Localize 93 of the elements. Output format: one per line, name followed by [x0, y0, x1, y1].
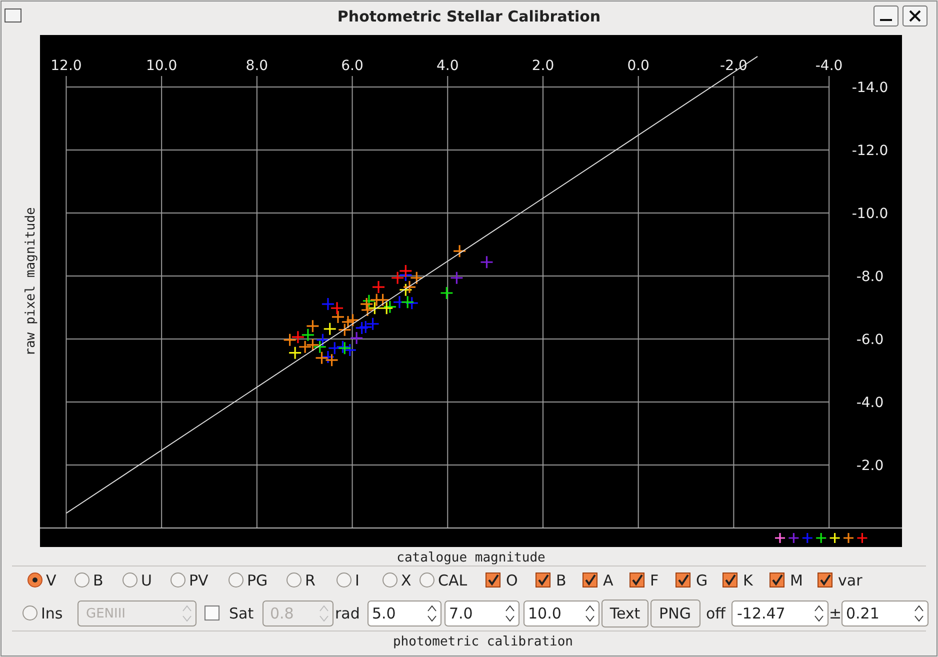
- y-tick-label: -4.0: [856, 394, 884, 411]
- x-axis-title: catalogue magnitude: [396, 550, 546, 566]
- text: R: [305, 571, 316, 590]
- x-tick-label: 12.0: [50, 58, 82, 74]
- point: [341, 315, 355, 329]
- point: [452, 244, 466, 258]
- text: 0.8: [270, 604, 294, 622]
- text: K: [743, 571, 754, 590]
- point: [283, 333, 297, 347]
- point: [355, 321, 369, 335]
- text: -12.47: [737, 604, 786, 622]
- text: PV: [189, 571, 210, 590]
- point: [362, 294, 376, 308]
- text: GENIII: [86, 606, 126, 622]
- text: rad: [335, 604, 360, 622]
- point: [368, 301, 382, 315]
- point: [398, 264, 412, 278]
- point: [376, 293, 390, 307]
- text: B: [556, 571, 566, 590]
- point: [372, 280, 386, 294]
- point: [298, 340, 312, 354]
- text: X: [401, 571, 412, 590]
- text: Ins: [41, 604, 63, 622]
- text: 7.0: [449, 604, 473, 622]
- text: off: [706, 604, 726, 622]
- point: [383, 300, 397, 314]
- text: G: [696, 571, 708, 590]
- y-tick-label: -14.0: [852, 80, 888, 96]
- point: [390, 271, 404, 285]
- point: [480, 255, 494, 269]
- x-tick-label: 0.0: [627, 58, 650, 74]
- text: 5.0: [372, 604, 396, 622]
- y-tick-label: -2.0: [856, 458, 884, 474]
- y-tick-label: -6.0: [856, 332, 884, 348]
- text: PNG: [659, 604, 691, 622]
- text: Text: [608, 604, 640, 622]
- text: PG: [247, 571, 268, 590]
- y-tick-label: -10.0: [852, 206, 888, 222]
- point: [398, 283, 412, 297]
- x-tick-label: 8.0: [246, 58, 268, 74]
- text: O: [506, 571, 518, 590]
- y-axis-title: raw pixel magnitude: [24, 206, 39, 356]
- point: [306, 319, 320, 333]
- point: [338, 323, 352, 337]
- point: [328, 341, 342, 355]
- point: [402, 280, 416, 294]
- x-tick-label: 10.0: [146, 58, 178, 74]
- text: A: [603, 571, 614, 590]
- point: [350, 331, 364, 345]
- text: I: [355, 571, 360, 590]
- point: [405, 296, 419, 310]
- point: [331, 310, 345, 324]
- point: [358, 320, 372, 334]
- point: [314, 351, 329, 365]
- point: [324, 353, 339, 367]
- point: [330, 301, 344, 315]
- text: 10.0: [528, 604, 562, 622]
- text: U: [141, 571, 152, 590]
- point: [306, 338, 320, 352]
- text: B: [93, 571, 104, 590]
- x-tick-label: 2.0: [532, 58, 554, 74]
- point: [321, 350, 335, 364]
- point: [360, 297, 374, 311]
- y-tick-label: -12.0: [852, 142, 888, 159]
- text: ±: [829, 604, 842, 622]
- point: [313, 340, 327, 354]
- point: [288, 346, 302, 360]
- point: [360, 303, 374, 317]
- text: photometric calibration: [392, 634, 574, 650]
- text: M: [790, 571, 803, 590]
- point: [321, 297, 335, 311]
- text: var: [838, 571, 864, 590]
- x-tick-label: 4.0: [436, 58, 459, 74]
- point: [291, 330, 305, 344]
- point: [323, 322, 337, 336]
- text: 0.21: [846, 604, 880, 622]
- point: [400, 295, 414, 309]
- point: [301, 328, 315, 342]
- x-tick-label: 6.0: [341, 58, 364, 74]
- point: [380, 301, 394, 315]
- text: CAL: [438, 571, 468, 590]
- x-tick-label: -4.0: [815, 58, 843, 74]
- text: Sat: [229, 604, 254, 622]
- point: [440, 286, 454, 300]
- point: [346, 313, 360, 327]
- text: V: [46, 571, 57, 590]
- point: [366, 317, 380, 331]
- chart-title: Photometric Stellar Calibration: [337, 7, 601, 26]
- point: [410, 271, 424, 285]
- point: [450, 271, 464, 285]
- point: [316, 333, 330, 347]
- text: F: [650, 571, 659, 590]
- y-tick-label: -8.0: [856, 268, 884, 285]
